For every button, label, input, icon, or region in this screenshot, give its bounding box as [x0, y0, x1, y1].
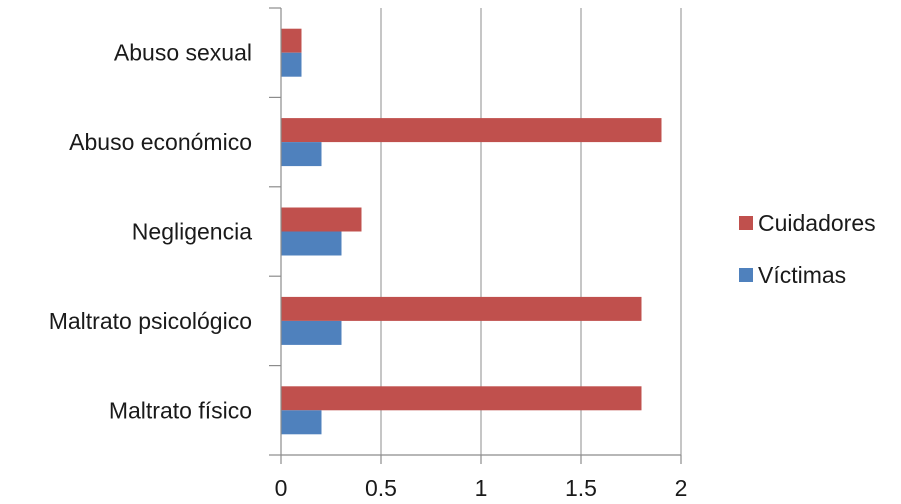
gridlines: [380, 8, 682, 455]
legend-label: Cuidadores: [758, 210, 876, 236]
x-tick-label: 1: [475, 475, 488, 501]
axes: [269, 7, 682, 464]
legend-swatch: [739, 216, 753, 230]
bar-victimas: [281, 231, 342, 256]
labels: 0 0.5 1 1.5 2 Abuso sexual Abuso económico Negl…: [49, 40, 688, 501]
category-label: Maltrato físico: [109, 397, 252, 423]
category-label: Abuso sexual: [114, 40, 252, 66]
bar-victimas: [281, 52, 302, 77]
category-label: Abuso económico: [69, 129, 252, 155]
bar-victimas: [281, 320, 342, 345]
legend-label: Víctimas: [758, 262, 846, 288]
bar-cuidadores: [281, 296, 642, 321]
bar-cuidadores: [281, 386, 642, 411]
x-tick-label: 0.5: [365, 475, 397, 501]
category-label: Negligencia: [132, 219, 252, 245]
bar-victimas: [281, 410, 322, 435]
legend: Cuidadores Víctimas: [739, 210, 876, 288]
bar-cuidadores: [281, 28, 302, 53]
x-tick-label: 2: [675, 475, 688, 501]
bar-victimas: [281, 142, 322, 167]
bar-cuidadores: [281, 118, 662, 143]
x-tick-label: 1.5: [565, 475, 597, 501]
x-tick-label: 0: [275, 475, 288, 501]
bars: [281, 28, 662, 435]
bar-cuidadores: [281, 207, 362, 232]
legend-swatch: [739, 268, 753, 282]
category-label: Maltrato psicológico: [49, 308, 252, 334]
